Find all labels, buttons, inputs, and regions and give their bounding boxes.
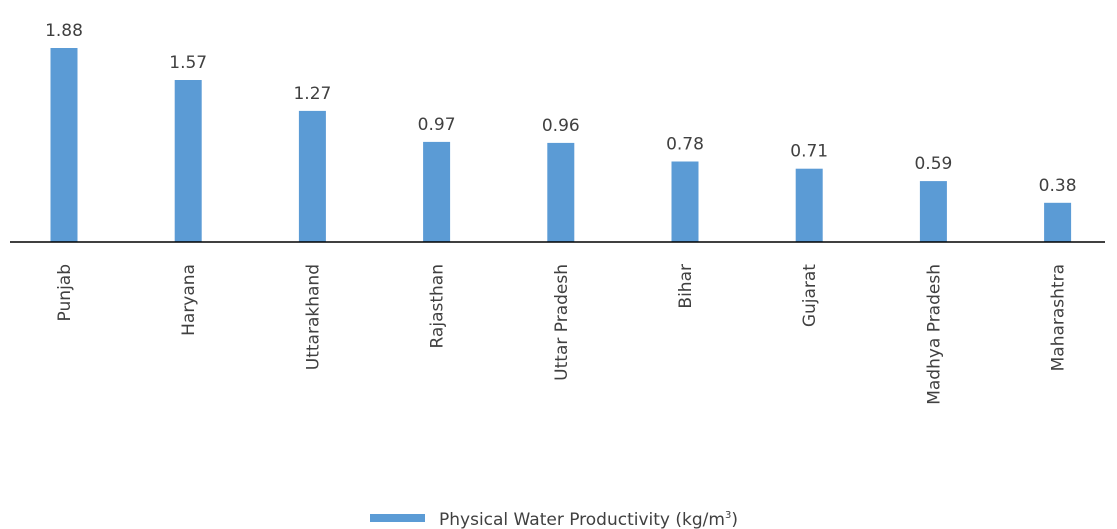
category-label-uttar-pradesh: Uttar Pradesh <box>552 264 572 381</box>
value-label-gujarat: 0.71 <box>790 142 828 162</box>
value-label-punjab: 1.88 <box>45 21 83 41</box>
value-label-haryana: 1.57 <box>169 53 207 73</box>
bar-haryana <box>174 80 202 242</box>
category-label-haryana: Haryana <box>179 264 199 336</box>
value-label-group: 1.88 1.57 1.27 0.97 0.96 0.78 0.71 0.59 0.38 <box>45 21 1076 196</box>
legend-swatch <box>370 514 425 522</box>
bar-punjab <box>50 48 78 242</box>
category-label-gujarat: Gujarat <box>800 264 820 327</box>
bar-uttar-pradesh <box>547 142 575 242</box>
bar-gujarat <box>795 168 823 242</box>
category-label-punjab: Punjab <box>55 264 75 321</box>
category-label-rajasthan: Rajasthan <box>428 264 448 349</box>
category-label-uttarakhand: Uttarakhand <box>303 264 323 370</box>
category-label-bihar: Bihar <box>676 264 696 309</box>
legend-label-main: Physical Water Productivity (kg/m <box>439 510 725 529</box>
value-label-bihar: 0.78 <box>666 135 704 155</box>
bar-uttarakhand <box>298 110 326 243</box>
legend: Physical Water Productivity (kg/m3) <box>370 510 738 529</box>
value-label-maharashtra: 0.38 <box>1039 176 1077 196</box>
category-label-group: Punjab Haryana Uttarakhand Rajasthan Uttar P… <box>55 264 1069 405</box>
legend-label-sup: 3 <box>725 510 731 521</box>
value-label-rajasthan: 0.97 <box>418 115 456 135</box>
bar-group <box>50 48 1072 243</box>
legend-label-close: ) <box>731 510 738 529</box>
value-label-uttarakhand: 1.27 <box>293 84 331 104</box>
bar-maharashtra <box>1044 202 1072 242</box>
bar-bihar <box>671 161 699 242</box>
value-label-madhya-pradesh: 0.59 <box>914 154 952 174</box>
category-label-maharashtra: Maharashtra <box>1049 264 1069 371</box>
value-label-uttar-pradesh: 0.96 <box>542 116 580 136</box>
category-label-madhya-pradesh: Madhya Pradesh <box>924 264 944 405</box>
bar-rajasthan <box>423 141 451 242</box>
bar-madhya-pradesh <box>919 181 947 242</box>
legend-label: Physical Water Productivity (kg/m3) <box>439 510 738 529</box>
